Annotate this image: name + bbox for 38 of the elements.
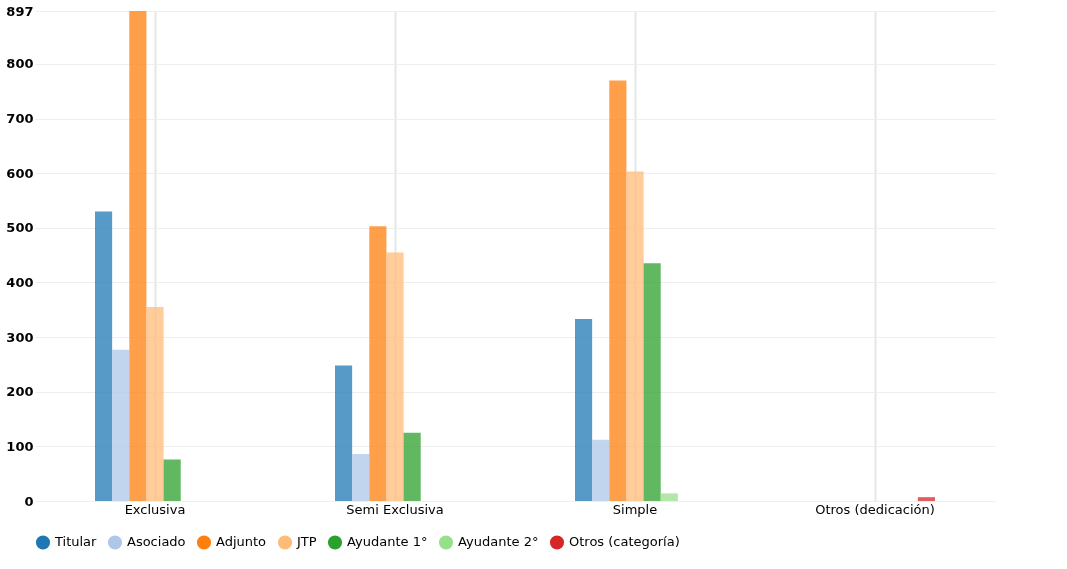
bar [146, 307, 164, 501]
legend-label: JTP [296, 534, 317, 550]
x-tick-label: Exclusiva [124, 501, 186, 517]
legend-label: Ayudante 2° [458, 534, 539, 550]
y-tick-label: 400 [6, 274, 34, 290]
y-tick-label: 300 [6, 329, 34, 345]
bar [609, 80, 627, 501]
legend-label: Titular [54, 534, 98, 550]
x-tick-label: Otros (dedicación) [815, 501, 935, 517]
y-tick-label: 500 [6, 220, 34, 236]
x-tick-label: Simple [612, 501, 658, 517]
bar [386, 252, 404, 501]
y-tick-label: 200 [6, 384, 34, 400]
y-tick-label: 100 [6, 438, 34, 454]
y-tick-label: 800 [6, 56, 34, 72]
y-tick-label: 600 [6, 165, 34, 181]
y-tick-label: 0 [24, 493, 34, 509]
y-tick-label: 897 [6, 3, 34, 19]
x-tick-label: Semi Exclusiva [346, 501, 444, 517]
bar [112, 349, 130, 501]
legend-label: Adjunto [216, 534, 267, 550]
bar [352, 454, 370, 501]
bar [335, 365, 353, 501]
bar [917, 497, 935, 501]
bar [369, 226, 387, 501]
legend-label: Ayudante 1° [347, 534, 428, 550]
legend-label: Asociado [127, 534, 186, 550]
bar [403, 432, 421, 501]
bar [643, 263, 661, 501]
bar [129, 11, 147, 501]
bar [592, 439, 610, 501]
bar [626, 171, 644, 501]
bar [575, 319, 593, 501]
legend-label: Otros (categoría) [569, 534, 680, 550]
bar [163, 459, 181, 501]
bar [95, 211, 113, 501]
y-tick-label: 700 [6, 111, 34, 127]
bar [660, 493, 678, 501]
